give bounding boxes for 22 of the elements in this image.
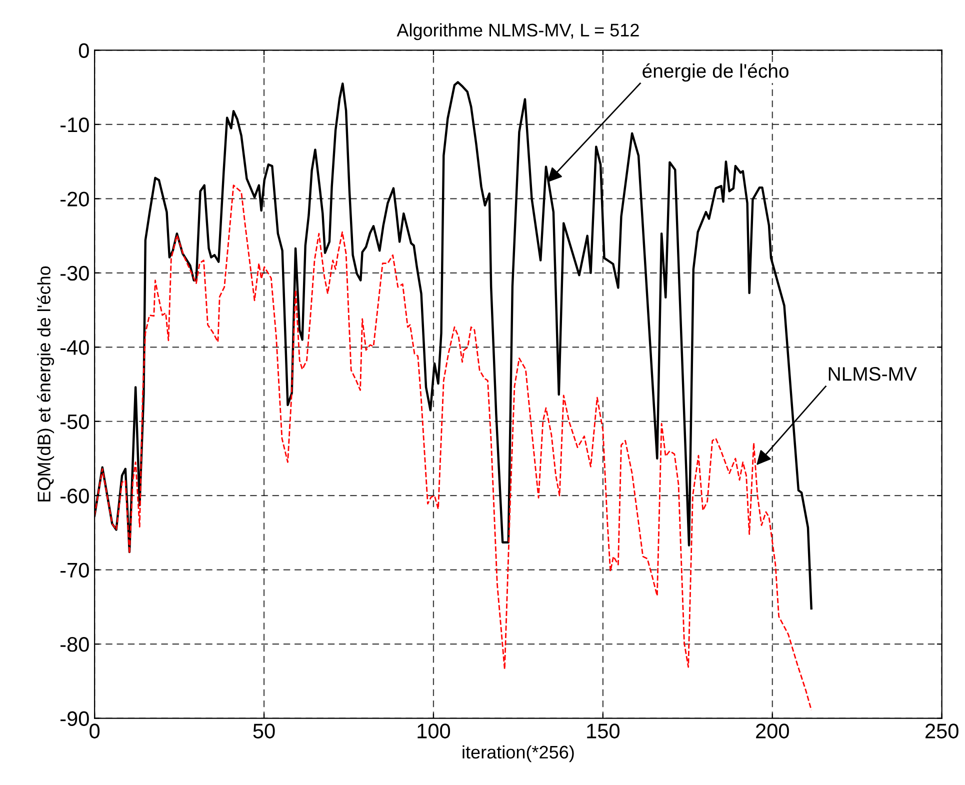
y-tick-label: -10: [60, 117, 89, 132]
x-tick-label: 50: [253, 724, 275, 738]
x-tick-label: 200: [756, 724, 789, 738]
y-tick-label: -20: [60, 192, 89, 206]
x-tick-label: 100: [418, 724, 450, 738]
y-tick-label: -70: [60, 562, 89, 578]
x-axis-title: iteration(*256): [462, 745, 574, 762]
annotation: énergie de l'écho: [642, 63, 788, 82]
y-tick-label: -40: [60, 340, 89, 355]
y-tick-label: -60: [60, 488, 89, 504]
x-tick-label: 250: [926, 724, 958, 738]
annotation: NLMS-MV: [828, 366, 917, 381]
x-tick-label: 0: [90, 724, 100, 738]
chart-title: Algorithme NLMS-MV, L = 512: [396, 23, 639, 40]
x-tick-label: 150: [587, 724, 620, 738]
y-tick-label: -50: [60, 414, 89, 430]
line-series: [94, 184, 812, 711]
y-tick-label: -30: [60, 266, 89, 281]
y-tick-label: -80: [60, 637, 89, 652]
y-axis-title: EQM(dB) et énergie de l'écho: [37, 266, 54, 502]
y-tick-label: 0: [78, 43, 89, 58]
y-tick-label: -90: [60, 711, 89, 726]
